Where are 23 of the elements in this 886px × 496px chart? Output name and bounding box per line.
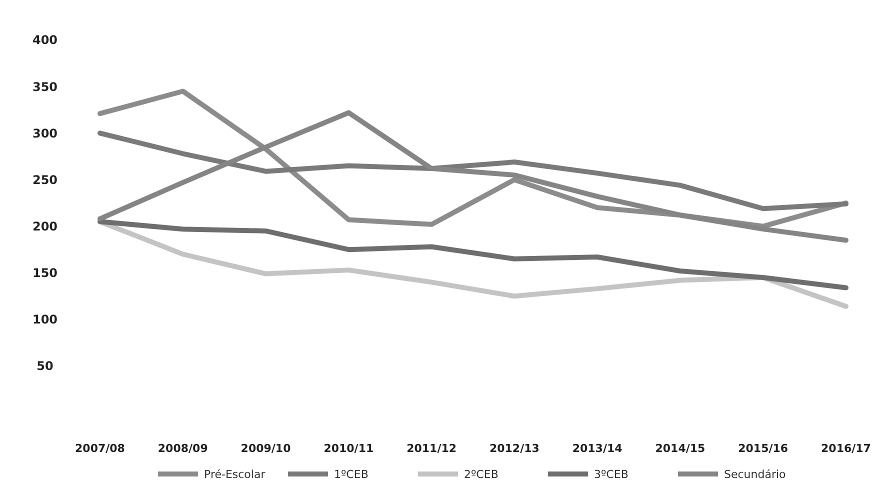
y-tick-label: 350 (32, 80, 58, 94)
x-tick-label: 2010/11 (324, 442, 374, 455)
legend-label: Secundário (724, 468, 786, 481)
x-tick-label: 2014/15 (655, 442, 706, 455)
legend-label: 3ºCEB (594, 468, 628, 481)
x-tick-label: 2009/10 (240, 442, 292, 455)
legend-label: 2ºCEB (464, 468, 498, 481)
legend-label: 1ºCEB (334, 468, 368, 481)
y-tick-label: 50 (36, 359, 54, 374)
y-tick-label: 300 (32, 126, 58, 140)
y-tick-label: 200 (32, 219, 58, 234)
y-tick-label: 150 (32, 266, 58, 280)
y-tick-label: 250 (32, 172, 58, 187)
x-tick-label: 2013/14 (572, 442, 623, 455)
y-tick-label: 100 (32, 312, 58, 327)
x-tick-label: 2007/08 (75, 442, 125, 455)
x-tick-label: 2008/09 (158, 442, 208, 455)
legend-label: Pré-Escolar (204, 468, 266, 481)
y-tick-label: 400 (32, 33, 58, 48)
x-tick-label: 2016/17 (821, 442, 871, 455)
x-tick-label: 2011/12 (406, 442, 457, 455)
x-tick-label: 2012/13 (489, 442, 540, 455)
x-tick-label: 2015/16 (738, 442, 788, 455)
